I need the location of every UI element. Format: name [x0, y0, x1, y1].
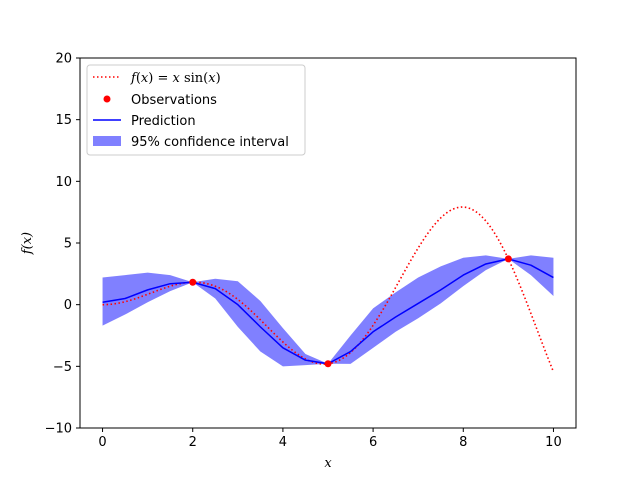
y-tick-label: 10: [55, 175, 72, 190]
legend-confidence-swatch: [93, 136, 121, 146]
x-tick-label: 4: [279, 435, 287, 450]
y-axis: −10 −5 0 5 10 15 20: [45, 52, 80, 437]
observation-point: [504, 255, 512, 263]
x-axis: 0 2 4 6 8 10: [98, 428, 562, 450]
x-tick-label: 0: [98, 435, 106, 450]
legend: f(x) = x sin(x) Observations Prediction …: [86, 64, 306, 156]
legend-frame: [86, 64, 306, 156]
legend-confidence-label: 95% confidence interval: [131, 135, 289, 150]
y-tick-label: −10: [45, 422, 72, 437]
legend-observations-label: Observations: [131, 93, 217, 108]
x-tick-label: 8: [459, 435, 467, 450]
x-axis-label: x: [324, 456, 332, 471]
y-tick-label: 20: [55, 52, 72, 67]
y-tick-label: 5: [64, 237, 72, 252]
legend-observations-swatch: [103, 95, 111, 103]
y-tick-label: 15: [55, 113, 72, 128]
y-tick-label: 0: [64, 298, 72, 313]
legend-true-function-label: f(x) = x sin(x): [130, 71, 221, 86]
x-tick-label: 6: [369, 435, 377, 450]
x-tick-label: 2: [189, 435, 197, 450]
plot-area: [102, 206, 555, 373]
y-tick-label: −5: [53, 360, 72, 375]
observation-point: [189, 278, 197, 286]
confidence-interval-band: [102, 255, 554, 367]
legend-prediction-label: Prediction: [131, 114, 196, 129]
observation-point: [324, 360, 332, 368]
x-tick-label: 10: [545, 435, 562, 450]
y-axis-label: f(x): [20, 232, 35, 255]
